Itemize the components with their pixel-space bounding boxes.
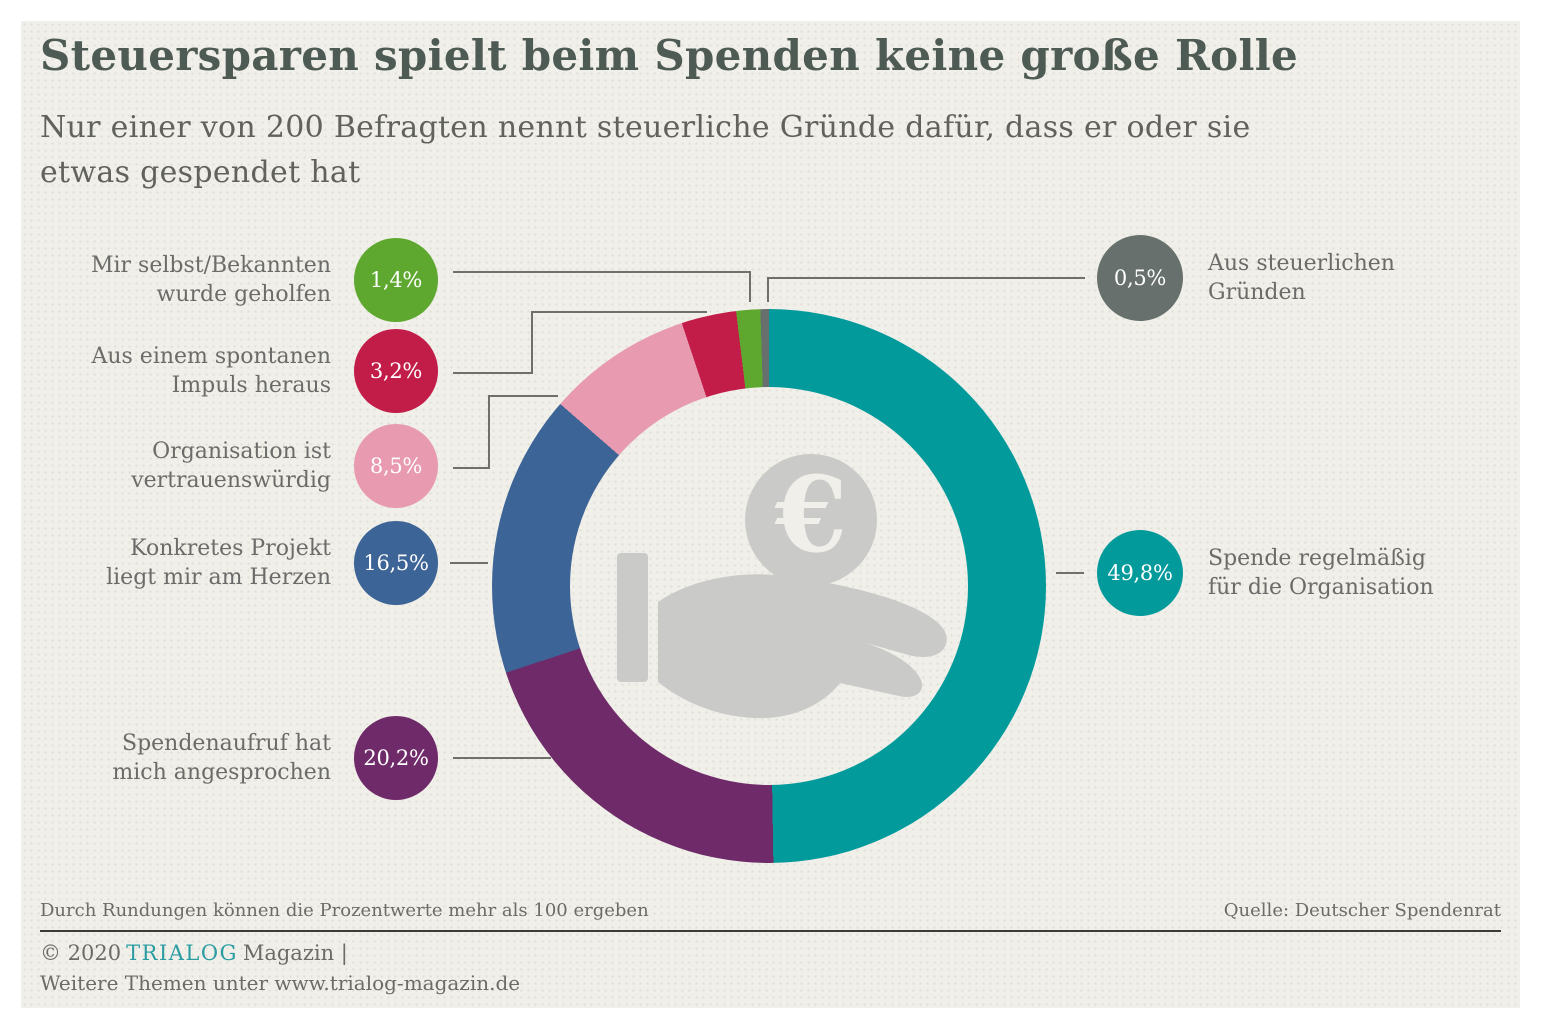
value-badge-blue: 16,5%: [354, 521, 438, 605]
page-title: Steuersparen spielt beim Spenden keine g…: [40, 31, 1299, 80]
value-badge-gray: 0,5%: [1097, 235, 1183, 321]
connector-teal-dash: [1056, 572, 1084, 574]
segment-label-gray: Aus steuerlichen Gründen: [1208, 251, 1395, 305]
value-teal: 49,8%: [1107, 561, 1173, 585]
subtitle-line-2: etwas gespendet hat: [40, 155, 361, 190]
website-line: Weitere Themen unter www.trialog-magazin…: [40, 971, 521, 995]
value-badge-green: 1,4%: [354, 238, 438, 322]
footer-divider: [40, 930, 1501, 932]
copyright-prefix: © 2020: [40, 941, 122, 965]
connector-gray-v: [767, 277, 769, 302]
hand-receiving-euro-icon: €: [617, 453, 947, 719]
value-red: 3,2%: [369, 359, 423, 383]
segment-label-purple: Spendenaufruf hat mich angesprochen: [112, 731, 331, 785]
page-subtitle: Nur einer von 200 Befragten nennt steuer…: [40, 105, 1251, 195]
brand-name: TRIALOG: [126, 941, 238, 965]
hand-icon: [658, 574, 947, 719]
value-pink: 8,5%: [369, 454, 423, 478]
rounding-note: Durch Rundungen können die Prozentwerte …: [40, 900, 649, 921]
value-purple: 20,2%: [363, 746, 429, 770]
connector-green-v: [749, 271, 751, 302]
connector-red-v: [531, 311, 533, 374]
euro-sign: €: [774, 453, 847, 576]
connector-blue-dash: [450, 562, 488, 564]
infographic-panel: Steuersparen spielt beim Spenden keine g…: [21, 21, 1520, 1008]
sleeve-icon: [617, 553, 648, 682]
value-badge-pink: 8,5%: [354, 424, 438, 508]
connector-green-h: [453, 271, 750, 273]
source-credit: Quelle: Deutscher Spendenrat: [1223, 900, 1501, 921]
connector-pink-h1: [453, 467, 490, 469]
segment-label-pink: Organisation ist vertrauenswürdig: [131, 439, 331, 493]
segment-label-blue: Konkretes Projekt liegt mir am Herzen: [106, 536, 331, 590]
segment-label-teal: Spende regelmäßig für die Organisation: [1208, 546, 1434, 600]
segment-label-red: Aus einem spontanen Impuls heraus: [91, 344, 331, 398]
value-gray: 0,5%: [1113, 266, 1167, 290]
donut-chart: €: [492, 309, 1046, 863]
connector-purple-dash: [453, 757, 551, 759]
value-green: 1,4%: [369, 268, 423, 292]
euro-coin-icon: [745, 454, 877, 586]
subtitle-line-1: Nur einer von 200 Befragten nennt steuer…: [40, 110, 1251, 145]
connector-gray-h: [767, 277, 1085, 279]
copyright-line: © 2020 TRIALOG Magazin |: [40, 941, 348, 965]
connector-pink-v: [488, 395, 490, 469]
value-badge-teal: 49,8%: [1097, 530, 1183, 616]
connector-red-h2: [531, 311, 707, 313]
value-badge-purple: 20,2%: [354, 716, 438, 800]
connector-pink-h2: [488, 395, 558, 397]
value-blue: 16,5%: [363, 551, 429, 575]
value-badge-red: 3,2%: [354, 329, 438, 413]
connector-red-h1: [453, 372, 533, 374]
copyright-suffix: Magazin |: [242, 941, 348, 965]
segment-label-green: Mir selbst/Bekannten wurde geholfen: [90, 253, 331, 307]
